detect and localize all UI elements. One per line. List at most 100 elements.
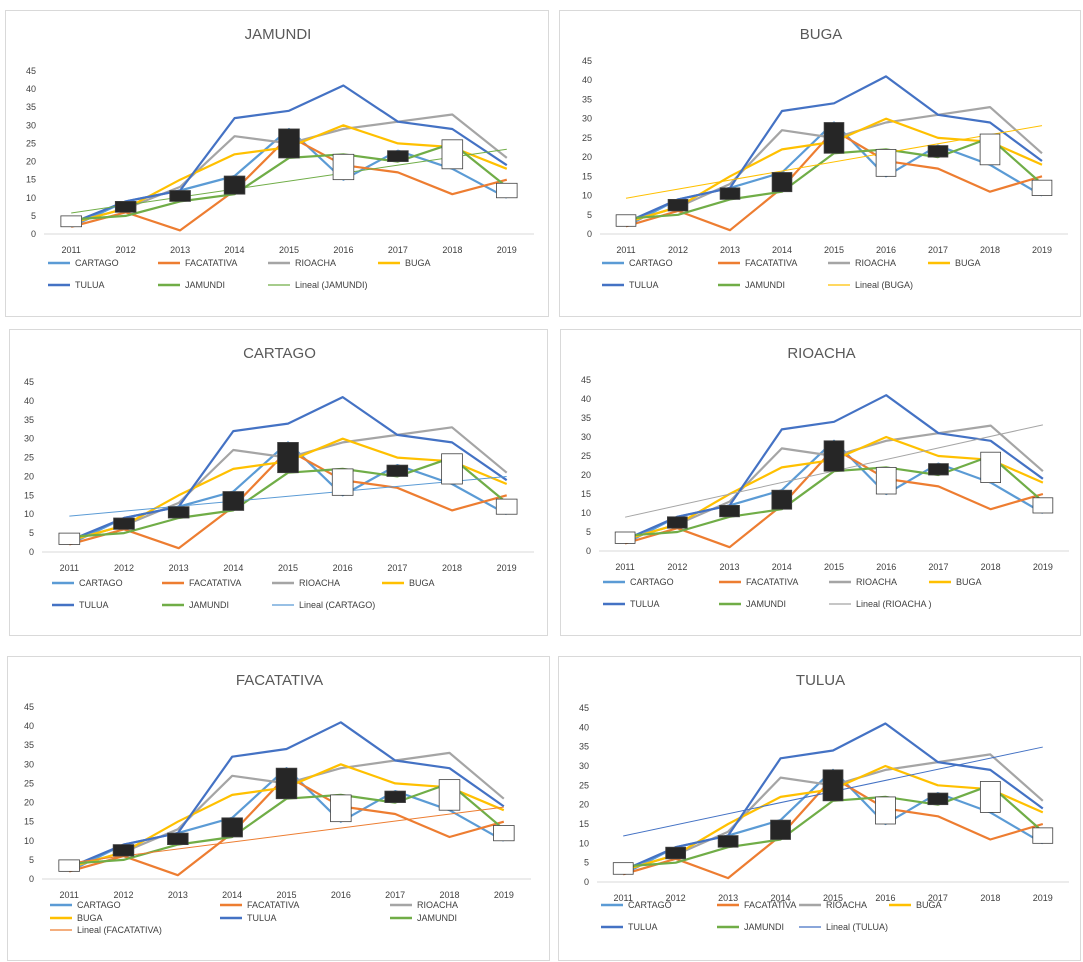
up-bar (493, 825, 515, 842)
up-bar (330, 794, 352, 823)
legend-label: RIOACHA (826, 900, 867, 910)
chart-title: TULUA (796, 672, 845, 689)
y-tick-label: 10 (26, 193, 36, 203)
y-tick-label: 40 (26, 84, 36, 94)
down-bar (387, 150, 409, 162)
x-tick-label: 2013 (170, 245, 190, 255)
y-tick-label: 30 (24, 434, 34, 444)
down-bar (667, 516, 688, 529)
y-tick-label: 5 (584, 858, 589, 868)
x-tick-label: 2012 (667, 562, 687, 572)
down-bar (113, 517, 135, 530)
chart-svg-facatativa: FACATATIVA 0 5 10 15 20 25 30 35 40 45 2011 2012 2013… (24, 672, 531, 935)
x-tick-label: 2012 (666, 893, 686, 903)
legend-label: CARTAGO (629, 258, 673, 268)
x-tick-label: 2016 (333, 245, 353, 255)
down-bar (384, 790, 406, 803)
x-tick-label: 2014 (772, 245, 792, 255)
x-tick-label: 2013 (720, 245, 740, 255)
down-bar (114, 200, 137, 213)
trendline (69, 475, 507, 517)
x-tick-label: 2018 (439, 890, 459, 900)
y-tick-label: 45 (26, 66, 36, 76)
y-tick-label: 25 (579, 780, 589, 790)
y-tick-label: 40 (582, 75, 592, 85)
x-tick-label: 2015 (279, 245, 299, 255)
y-tick-label: 20 (581, 470, 591, 480)
y-tick-label: 40 (24, 721, 34, 731)
y-tick-label: 15 (579, 819, 589, 829)
chart-panel-cartago: CARTAGO 0 5 10 15 20 25 30 35 40 45 2011 2012 2013 201… (9, 329, 548, 636)
down-bar (823, 440, 845, 472)
down-bar (221, 817, 243, 838)
x-tick-label: 2012 (114, 563, 134, 573)
up-bar (58, 532, 81, 545)
legend-label: BUGA (405, 258, 431, 268)
legend-label: FACATATIVA (744, 900, 796, 910)
legend-label: Lineal (BUGA) (855, 280, 913, 290)
y-tick-label: 35 (26, 102, 36, 112)
legend-label: BUGA (77, 913, 103, 923)
x-tick-label: 2017 (928, 893, 948, 903)
y-tick-label: 35 (24, 415, 34, 425)
up-bar (615, 214, 637, 227)
chart-panel-rioacha: RIOACHA 0 5 10 15 20 25 30 35 40 45 2011 2012 2013 201… (560, 329, 1081, 636)
y-tick-label: 45 (581, 375, 591, 385)
y-tick-label: 35 (582, 94, 592, 104)
down-bar (823, 122, 845, 154)
up-bar (332, 153, 355, 181)
y-tick-label: 10 (24, 509, 34, 519)
x-tick-label: 2011 (615, 562, 634, 572)
y-tick-label: 5 (29, 528, 34, 538)
down-bar (719, 187, 741, 200)
up-bar (331, 468, 354, 496)
x-tick-label: 2016 (876, 562, 896, 572)
x-tick-label: 2013 (168, 890, 188, 900)
y-tick-label: 25 (581, 451, 591, 461)
legend-label: BUGA (916, 900, 942, 910)
x-tick-label: 2015 (824, 245, 844, 255)
x-tick-label: 2012 (113, 890, 133, 900)
y-tick-label: 0 (29, 547, 34, 557)
down-bar (822, 769, 844, 802)
y-tick-label: 5 (586, 527, 591, 537)
x-tick-label: 2011 (60, 563, 79, 573)
legend-label: CARTAGO (75, 258, 119, 268)
y-tick-label: 40 (579, 722, 589, 732)
y-tick-label: 25 (582, 133, 592, 143)
x-tick-label: 2019 (497, 563, 517, 573)
legend-label: TULUA (630, 599, 660, 609)
x-tick-label: 2016 (876, 245, 896, 255)
down-bar (112, 844, 135, 857)
up-bar (875, 796, 896, 825)
down-bar (771, 172, 793, 193)
chart-title: BUGA (800, 26, 843, 43)
legend-label: Lineal (JAMUNDI) (295, 280, 368, 290)
x-tick-label: 2015 (824, 562, 844, 572)
x-tick-label: 2012 (116, 245, 136, 255)
x-tick-label: 2011 (614, 893, 633, 903)
down-bar (927, 792, 949, 806)
down-bar (928, 463, 949, 476)
up-bar (438, 779, 461, 811)
y-tick-label: 20 (24, 798, 34, 808)
legend-label: TULUA (629, 280, 659, 290)
x-tick-label: 2014 (222, 890, 242, 900)
y-tick-label: 30 (24, 759, 34, 769)
legend-label: RIOACHA (417, 900, 458, 910)
y-tick-label: 5 (29, 855, 34, 865)
x-tick-label: 2011 (616, 245, 635, 255)
y-tick-label: 30 (26, 120, 36, 130)
trendline (71, 148, 507, 214)
x-tick-label: 2018 (442, 563, 462, 573)
down-bar (222, 491, 245, 511)
down-bar (277, 442, 299, 474)
y-tick-label: 40 (24, 396, 34, 406)
legend-label: RIOACHA (299, 578, 340, 588)
y-tick-label: 15 (26, 175, 36, 185)
y-tick-label: 0 (587, 229, 592, 239)
legend-label: TULUA (628, 922, 658, 932)
up-bar (614, 531, 636, 544)
x-tick-label: 2018 (981, 562, 1001, 572)
y-tick-label: 20 (24, 471, 34, 481)
